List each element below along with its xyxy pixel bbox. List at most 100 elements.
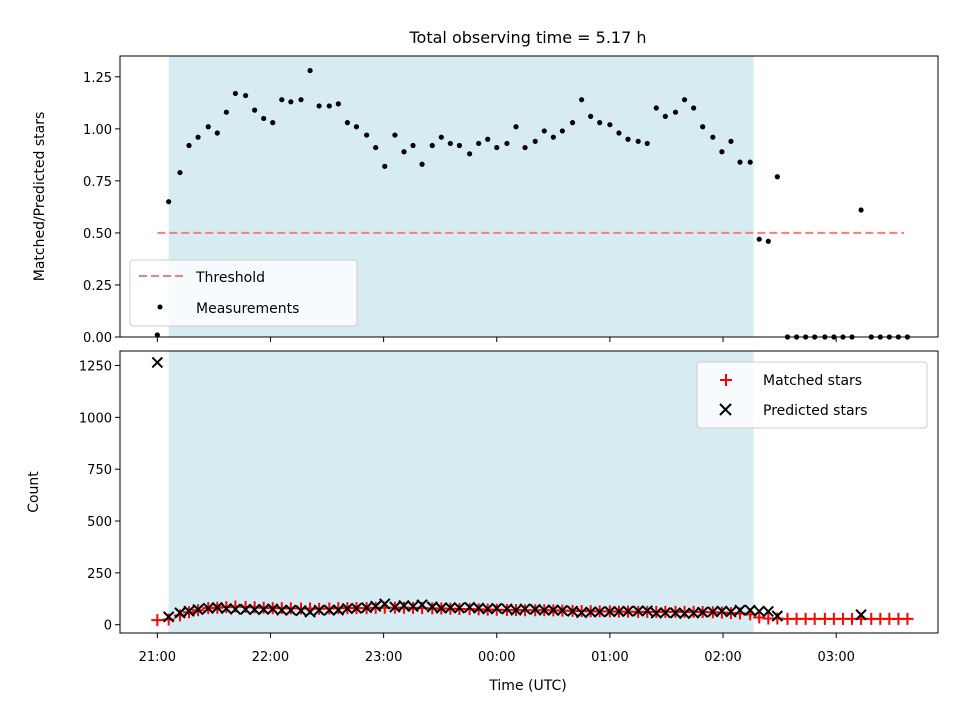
measurement-point <box>373 144 379 151</box>
measurement-point <box>476 140 482 147</box>
predicted-star-point <box>463 601 476 613</box>
measurement-point <box>728 138 734 144</box>
top-x-ticks <box>156 337 837 342</box>
predicted-star-point <box>501 603 513 615</box>
legend-measurements-label: Measurements <box>196 301 299 317</box>
bottom-x-tick-label: 02:00 <box>704 650 741 665</box>
predicted-star-point <box>202 602 214 615</box>
predicted-star-point <box>323 604 336 616</box>
measurement-point <box>672 109 679 115</box>
predicted-star-point <box>285 604 297 616</box>
top-panel: 0.00 0.25 0.50 0.75 1.00 1.25 Matched/Predict… <box>32 55 939 346</box>
predicted-star-point <box>725 606 737 618</box>
predicted-star-point <box>267 603 279 615</box>
predicted-star-point <box>556 604 569 617</box>
predicted-star-point <box>855 609 867 621</box>
predicted-star-point <box>162 611 175 623</box>
measurement-point <box>569 120 576 126</box>
measurement-point <box>747 159 753 165</box>
bottom-x-ticks: 21:00 22:00 23:00 00:00 01:00 02:00 03:00 <box>139 633 855 665</box>
x-axis-label: Time (UTC) <box>488 678 566 694</box>
top-y-ticks: 0.00 0.25 0.50 0.75 1.00 1.25 <box>83 71 120 346</box>
predicted-star-point <box>510 604 522 616</box>
top-y-tick-label: 0.00 <box>83 331 112 346</box>
measurement-point <box>681 97 688 103</box>
measurement-point <box>316 103 322 109</box>
legend-matched-label: Matched stars <box>763 373 862 389</box>
bottom-legend: Matched stars Predicted stars <box>696 361 928 429</box>
predicted-star-point <box>678 607 691 620</box>
predicted-star-point <box>687 607 700 619</box>
matched-star-point <box>151 614 164 627</box>
predicted-star-point <box>313 604 325 616</box>
predicted-star-point <box>257 603 270 616</box>
measurement-point <box>214 130 220 136</box>
legend-predicted-label: Predicted stars <box>763 403 868 419</box>
bottom-axes-frame <box>119 350 939 634</box>
measurement-points <box>154 67 911 340</box>
measurement-point <box>662 113 668 119</box>
measurement-point <box>288 99 294 105</box>
legend-predicted-swatch <box>719 403 732 416</box>
predicted-star-point <box>659 606 672 619</box>
measurement-point <box>447 140 453 147</box>
top-y-axis-label: Matched/Predicted stars <box>32 112 48 282</box>
top-y-tick-label: 0.75 <box>83 175 112 190</box>
predicted-star-point <box>369 600 382 612</box>
predicted-star-point <box>696 606 709 618</box>
top-y-tick-label: 0.50 <box>83 227 112 242</box>
predicted-star-point <box>547 604 560 616</box>
measurement-point <box>166 199 172 205</box>
bottom-x-tick-label: 00:00 <box>478 650 515 665</box>
top-axes-frame <box>119 55 939 338</box>
measurement-point <box>653 105 659 111</box>
predicted-star-point <box>248 603 261 616</box>
measurement-point <box>344 120 351 126</box>
predicted-star-point <box>389 601 401 613</box>
predicted-star-point <box>707 606 719 618</box>
predicted-star-point <box>584 606 597 618</box>
legend-measurements-swatch <box>157 304 163 310</box>
predicted-star-point <box>753 605 765 617</box>
predicted-star-point <box>350 602 363 615</box>
measurement-point <box>691 105 697 111</box>
predicted-star-point <box>641 605 653 617</box>
measurement-point <box>700 124 706 130</box>
predicted-star-point <box>341 602 354 615</box>
top-y-tick-label: 1.00 <box>83 123 112 138</box>
measurement-point <box>177 169 183 176</box>
predicted-star-point <box>771 610 784 622</box>
measurement-point <box>625 136 631 142</box>
measurement-point <box>154 332 160 338</box>
measurement-point <box>335 101 341 107</box>
measurement-point <box>270 120 276 126</box>
matched-star-point <box>901 612 914 625</box>
bottom-x-tick-label: 23:00 <box>365 650 402 665</box>
predicted-star-point <box>151 356 164 369</box>
measurement-point <box>232 90 239 97</box>
predicted-star-point <box>716 605 728 617</box>
measurement-point <box>382 163 388 169</box>
measurement-point <box>410 142 416 149</box>
matched-star-point <box>753 611 766 624</box>
predicted-star-point <box>472 602 485 614</box>
measurement-point <box>364 132 370 138</box>
measurement-point <box>467 151 473 157</box>
predicted-star-point <box>220 602 233 615</box>
bottom-y-axis-label: Count <box>26 471 42 513</box>
predicted-star-point <box>435 602 448 614</box>
predicted-star-point <box>332 604 345 616</box>
matched-star-point <box>808 612 821 625</box>
top-y-tick-label: 0.25 <box>83 279 112 294</box>
predicted-star-point <box>192 603 204 616</box>
predicted-star-point <box>407 600 419 613</box>
bottom-y-tick-label: 500 <box>87 515 112 530</box>
predicted-star-point <box>481 603 494 615</box>
measurement-point <box>635 138 641 144</box>
measurement-point <box>186 142 192 149</box>
chart-title: Total observing time = 5.17 h <box>408 28 646 47</box>
predicted-star-point <box>491 602 503 615</box>
predicted-star-point <box>174 607 186 619</box>
measurement-point <box>774 174 780 180</box>
